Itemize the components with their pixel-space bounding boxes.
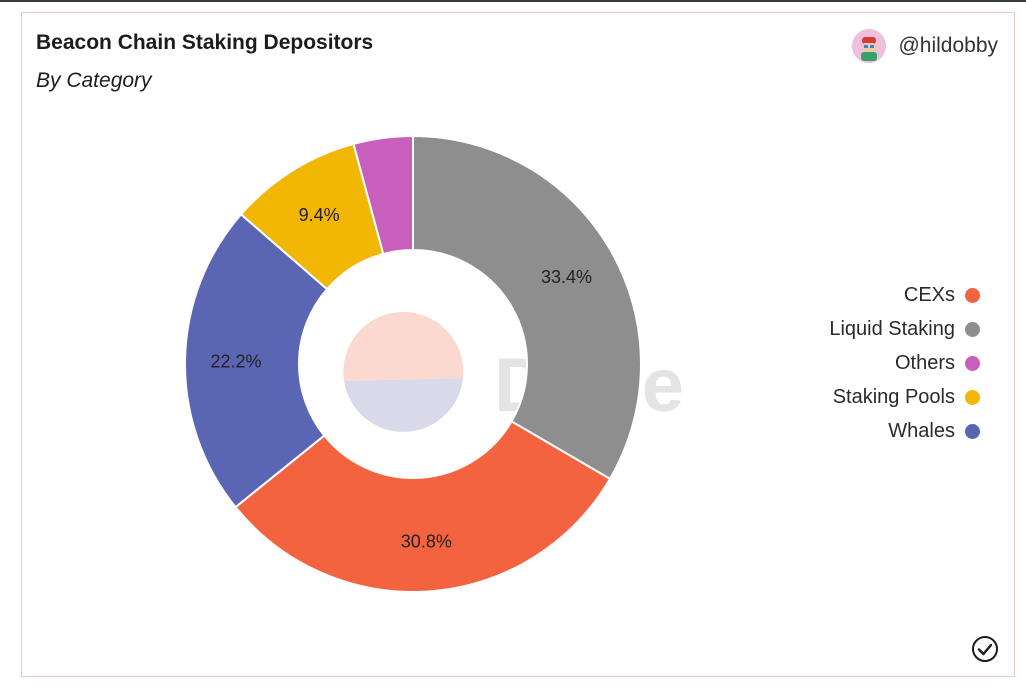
legend-item-others[interactable]: Others: [895, 351, 980, 375]
watermark-logo-bottom: [344, 378, 463, 432]
legend-label: Whales: [888, 419, 955, 442]
user-avatar-icon: [852, 29, 887, 63]
chart-card: Beacon Chain Staking Depositors By Categ…: [21, 12, 1015, 677]
legend-swatch: [965, 389, 980, 405]
check-circle-icon[interactable]: [970, 634, 1000, 664]
legend-item-cexs[interactable]: CEXs: [904, 283, 980, 307]
legend-label: Liquid Staking: [829, 317, 955, 340]
top-rule: [0, 0, 1026, 2]
legend-item-staking-pools[interactable]: Staking Pools: [833, 385, 980, 409]
legend-swatch: [965, 321, 980, 337]
slice-others[interactable]: [352, 134, 414, 256]
author-link[interactable]: @hildobby: [852, 29, 998, 63]
legend-swatch: [965, 355, 980, 371]
data-label-cexs: 30.8%: [401, 531, 452, 551]
legend: CEXs Liquid Staking Others Staking Pools Wha…: [829, 283, 980, 443]
watermark-logo-top: [343, 311, 464, 381]
legend-label: CEXs: [903, 283, 955, 306]
legend-swatch: [965, 423, 980, 439]
slice-whales[interactable]: [184, 212, 329, 509]
legend-item-whales[interactable]: Whales: [888, 419, 980, 443]
legend-label: Others: [894, 351, 955, 374]
data-label-staking-pools: 9.4%: [299, 205, 340, 225]
legend-swatch: [965, 287, 980, 303]
author-name: @hildobby: [898, 34, 998, 57]
chart-title: Beacon Chain Staking Depositors: [36, 31, 374, 54]
data-label-whales: 22.2%: [211, 352, 262, 372]
donut-chart: Dune33.4%30.8%22.2%9.4%: [184, 134, 684, 593]
chart-subtitle: By Category: [36, 69, 152, 92]
legend-label: Staking Pools: [832, 385, 955, 408]
slice-cexs[interactable]: [234, 420, 612, 593]
data-label-liquid-staking: 33.4%: [541, 267, 592, 287]
legend-item-liquid-staking[interactable]: Liquid Staking: [829, 317, 980, 341]
slice-liquid-staking[interactable]: [412, 134, 642, 481]
